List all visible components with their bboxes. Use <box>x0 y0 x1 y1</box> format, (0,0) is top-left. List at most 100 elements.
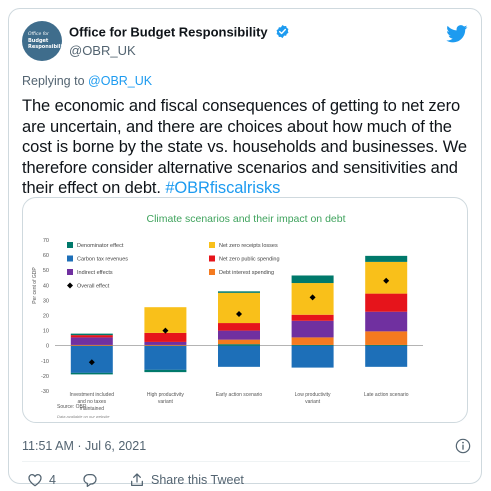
bar-segment <box>365 345 408 367</box>
y-tick-label: -30 <box>41 389 49 395</box>
legend-label: Denominator effect <box>77 243 124 249</box>
overall-effect-marker <box>162 327 169 334</box>
legend-marker <box>209 255 215 262</box>
bar-segment <box>144 344 187 346</box>
y-tick-label: 30 <box>43 298 49 304</box>
tweet-timestamp[interactable]: 11:51 AM · Jul 6, 2021 <box>22 439 147 453</box>
y-axis-label: Per cent of GDP <box>32 267 38 304</box>
bar-segment <box>144 345 187 370</box>
legend-marker <box>209 269 215 275</box>
twitter-bird-icon[interactable] <box>446 25 468 43</box>
bar-segment <box>291 345 334 368</box>
like-count: 4 <box>49 473 56 487</box>
display-name[interactable]: Office for Budget Responsibility <box>69 24 268 40</box>
share-button[interactable]: Share this Tweet <box>129 471 244 489</box>
bar-segment <box>70 345 113 373</box>
legend-label: Overall effect <box>77 284 110 290</box>
bar-segment <box>291 314 334 321</box>
legend-marker <box>67 269 73 275</box>
avatar-line-1: Office for <box>28 32 49 37</box>
legend-label: Carbon tax revenues <box>77 257 128 263</box>
reply-button[interactable] <box>82 471 104 489</box>
x-tick-label: Investment included <box>70 392 115 398</box>
share-upload-icon <box>131 473 143 486</box>
bar-segment <box>291 320 334 338</box>
verified-badge-icon <box>276 25 289 39</box>
chart-note: Data available on our website <box>57 414 110 419</box>
chart-title: Climate scenarios and their impact on de… <box>146 213 345 225</box>
tweet-card: Office for Budget Responsibility Office … <box>8 8 482 487</box>
bar-segment <box>291 275 334 284</box>
overall-effect-marker <box>383 277 390 284</box>
x-tick-label: Low productivity <box>295 392 331 398</box>
user-handle[interactable]: @OBR_UK <box>69 43 136 58</box>
bar-segment <box>70 337 113 345</box>
x-tick-label: Late action scenario <box>364 392 409 398</box>
bar-segment <box>291 337 334 345</box>
bar-segment <box>291 344 334 346</box>
x-tick-label: variant <box>158 399 174 405</box>
avatar-line-2: Budget <box>28 38 49 44</box>
tweet-image[interactable]: Climate scenarios and their impact on de… <box>22 197 468 423</box>
bar-segment <box>70 335 113 338</box>
x-tick-label: Early action scenario <box>216 392 263 398</box>
bar-segment <box>365 261 408 294</box>
legend-label: Net zero receipts losses <box>219 243 278 249</box>
avatar-line-3: Responsibility <box>28 44 62 50</box>
like-button[interactable]: 4 <box>27 471 56 489</box>
legend-label: Net zero public spending <box>219 257 280 263</box>
bar-segment <box>218 291 260 293</box>
info-icon[interactable] <box>455 438 471 454</box>
chart-source: Source: OBR <box>57 404 87 410</box>
y-tick-label: -20 <box>41 374 49 380</box>
share-label: Share this Tweet <box>151 473 244 487</box>
y-tick-label: 0 <box>46 344 49 350</box>
y-tick-label: 70 <box>43 238 49 244</box>
bar-segment <box>70 344 113 346</box>
y-tick-label: -10 <box>41 359 49 365</box>
x-tick-label: maintained <box>80 406 105 412</box>
y-tick-label: 10 <box>43 329 49 335</box>
overall-effect-marker <box>88 359 95 366</box>
legend-marker <box>67 242 73 248</box>
bar-segment <box>218 323 260 331</box>
bar-segment <box>218 339 260 345</box>
y-tick-label: 50 <box>43 268 49 274</box>
bar-segment <box>144 341 187 345</box>
bar-segment <box>218 345 260 367</box>
y-tick-label: 20 <box>43 314 49 320</box>
overall-effect-marker <box>236 310 242 317</box>
legend-label: Indirect effects <box>77 270 113 276</box>
y-tick-label: 40 <box>43 283 49 289</box>
replying-prefix: Replying to <box>22 74 85 88</box>
bar-segment <box>218 292 260 324</box>
tweet-text: The economic and fiscal consequences of … <box>22 96 477 199</box>
legend-marker <box>67 255 73 262</box>
x-tick-label: variant <box>305 399 321 405</box>
bar-segment <box>144 332 187 342</box>
bar-segment <box>365 331 408 345</box>
heart-icon <box>28 474 42 487</box>
x-tick-label: and no taxes <box>77 399 106 405</box>
bar-segment <box>70 372 113 375</box>
divider <box>22 461 470 462</box>
tweet-actions: 4 Share this Tweet <box>22 471 322 489</box>
bar-segment <box>365 293 408 312</box>
avatar[interactable]: Office for Budget Responsibility <box>22 21 62 61</box>
name-row: Office for Budget Responsibility <box>69 23 290 41</box>
bar-segment <box>144 369 187 373</box>
tweet-body: The economic and fiscal consequences of … <box>22 97 467 197</box>
y-tick-label: 60 <box>43 253 49 259</box>
replying-to: Replying to @OBR_UK <box>22 74 152 88</box>
replying-to-link[interactable]: @OBR_UK <box>88 74 153 88</box>
avatar-logo-text: Office for Budget Responsibility <box>28 32 62 50</box>
legend-marker <box>209 242 215 248</box>
reply-bubble-icon <box>83 474 97 487</box>
debt-scenario-chart: Climate scenarios and their impact on de… <box>32 213 423 419</box>
hashtag-link[interactable]: #OBRfiscalrisks <box>165 179 281 197</box>
bar-segment <box>70 333 113 336</box>
bar-segment <box>218 330 260 340</box>
tweet-header: Office for Budget Responsibility Office … <box>22 21 470 67</box>
legend-label: Debt interest spending <box>219 270 274 276</box>
legend-marker <box>67 282 73 289</box>
